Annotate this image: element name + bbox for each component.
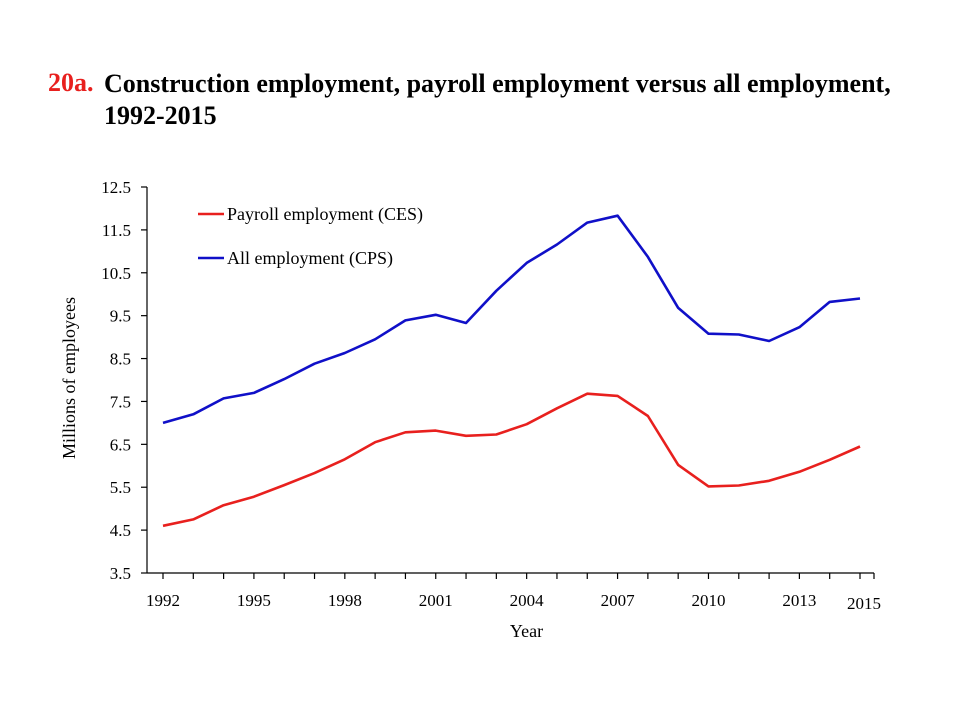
y-tick-label: 4.5 [110,521,131,540]
x-tick-label: 2015 [847,594,881,613]
x-tick-label: 2010 [691,591,725,610]
y-tick-label: 8.5 [110,350,131,369]
y-tick-label: 12.5 [101,178,131,197]
y-tick-label: 10.5 [101,264,131,283]
y-tick-label: 5.5 [110,478,131,497]
y-tick-label: 9.5 [110,307,131,326]
chart-series [162,214,861,528]
chart-title-number: 20a. [48,68,94,97]
x-tick-label: 1995 [237,591,271,610]
legend-entry: All employment (CPS) [227,248,393,269]
x-tick-label: 2001 [419,591,453,610]
chart-ticks: 3.5 4.5 5.5 6.5 7.5 8.5 9.5 10.5 11.5 12.5 1992 199… [101,178,881,613]
x-tick-label: 1998 [328,591,362,610]
x-axis-title: Year [510,621,543,641]
y-tick-label: 11.5 [102,221,131,240]
y-tick-label: 3.5 [110,564,131,583]
series-line-payroll-ces [162,392,861,528]
x-tick-label: 2007 [601,591,636,610]
chart-axes [146,187,874,574]
series-line-all-cps [162,214,861,425]
y-axis-title: Millions of employees [59,297,79,459]
chart-title-text: Construction employment, payroll employm… [104,69,891,130]
x-tick-label: 2013 [782,591,816,610]
y-tick-label: 6.5 [110,435,131,454]
chart-legend: Payroll employment (CES) All employment (… [198,204,423,269]
legend-entry: Payroll employment (CES) [227,204,423,225]
y-tick-label: 7.5 [110,392,131,411]
x-tick-label: 1992 [146,591,180,610]
x-tick-label: 2004 [510,591,545,610]
